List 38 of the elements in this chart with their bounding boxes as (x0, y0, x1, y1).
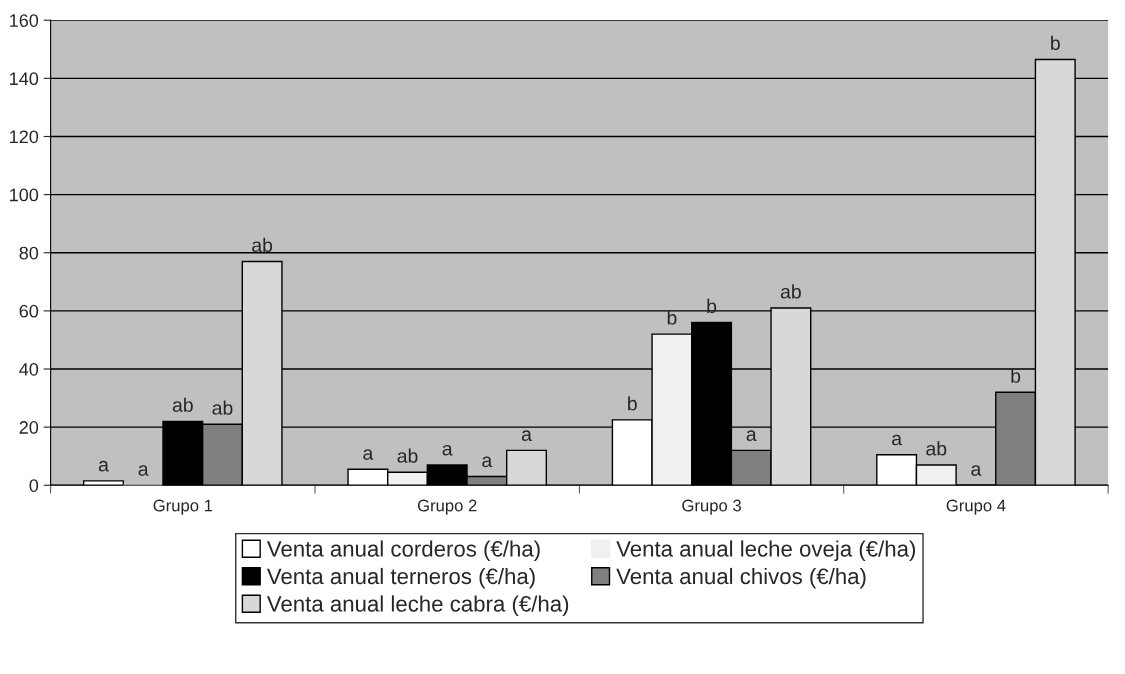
data-label: a (482, 456, 493, 468)
data-label: ab (252, 237, 273, 253)
y-tick-label: 20 (19, 421, 39, 434)
data-label: ab (780, 284, 801, 299)
legend-label: Venta anual terneros (€/ha) (266, 567, 535, 589)
x-tick-label: Grupo 1 (153, 499, 213, 515)
y-tick-label: 140 (10, 72, 39, 86)
x-tick-label: Grupo 4 (946, 499, 1006, 515)
data-label: a (892, 434, 903, 446)
data-label: b (667, 310, 677, 325)
data-label: a (746, 430, 757, 441)
y-tick-label: 0 (29, 479, 39, 492)
data-label: b (707, 298, 717, 314)
data-label: a (521, 430, 532, 441)
x-tick-label: Grupo 3 (682, 499, 741, 515)
data-label: a (442, 444, 453, 456)
y-tick-label: 40 (19, 362, 39, 376)
y-tick-label: 60 (19, 304, 39, 318)
data-label: ab (926, 441, 947, 456)
data-label: a (363, 449, 374, 460)
data-label: b (628, 396, 637, 411)
y-tick-label: 160 (10, 14, 39, 27)
y-tick-label: 80 (19, 246, 39, 260)
data-label: a (971, 465, 982, 476)
data-label: b (1011, 368, 1021, 383)
legend-label: Venta anual chivos (€/ha) (616, 567, 866, 589)
data-label: ab (212, 400, 233, 415)
y-tick-label: 120 (10, 130, 39, 144)
y-tick-label: 100 (10, 188, 39, 202)
data-label: a (138, 465, 149, 476)
data-label: ab (172, 397, 193, 412)
data-label: ab (397, 448, 418, 463)
legend-label: Venta anual leche oveja (€/ha) (616, 540, 915, 562)
legend-label: Venta anual corderos (€/ha) (266, 540, 540, 562)
x-tick-label: Grupo 2 (417, 499, 477, 515)
data-label: a (98, 460, 109, 472)
legend-label: Venta anual leche cabra (€/ha) (266, 595, 569, 617)
data-label: b (1051, 35, 1060, 51)
